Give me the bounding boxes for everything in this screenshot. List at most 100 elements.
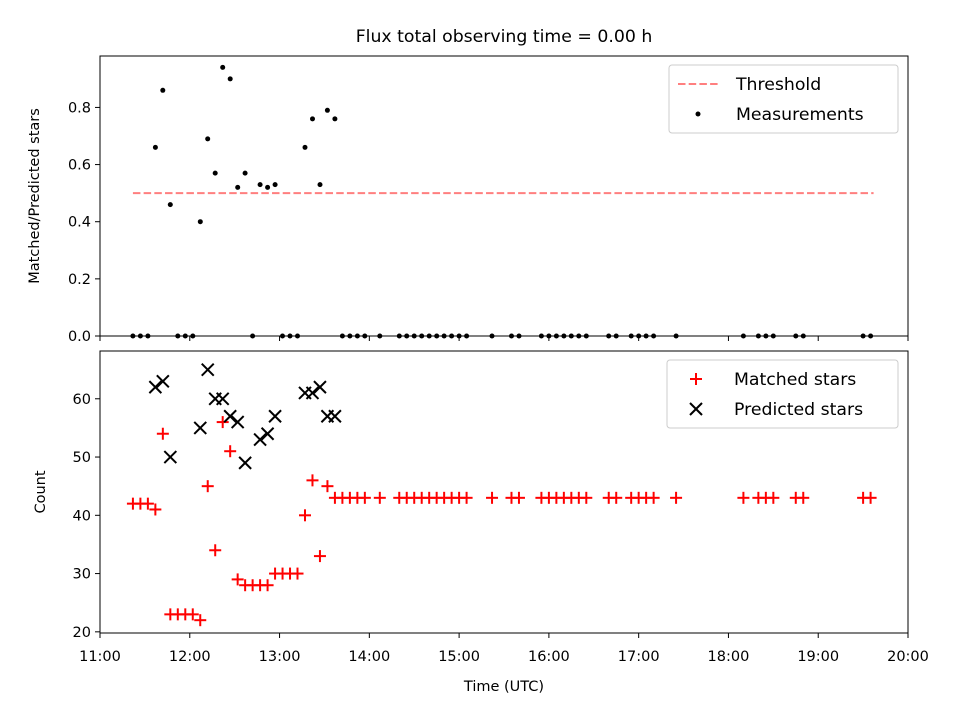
bottom-x-tick-label: 16:00 xyxy=(528,649,570,665)
predicted-star-point xyxy=(156,374,170,389)
bottom-y-tick-label: 30 xyxy=(73,567,91,583)
bottom-y-tick-label: 50 xyxy=(73,450,91,466)
top-y-tick-label: 0.2 xyxy=(68,272,91,288)
matched-star-point xyxy=(486,491,499,504)
bottom-y-ticks: 20 30 40 50 60 xyxy=(73,392,100,641)
measurement-point xyxy=(257,182,263,188)
matched-star-point xyxy=(460,491,473,504)
bottom-x-tick-label: 20:00 xyxy=(887,649,929,665)
bottom-y-tick-label: 60 xyxy=(73,392,91,408)
legend-predicted-label: Predicted stars xyxy=(734,400,863,420)
bottom-x-tick-label: 17:00 xyxy=(618,649,660,665)
bottom-x-tick-label: 19:00 xyxy=(797,649,839,665)
legend-measurements-swatch xyxy=(695,111,701,117)
predicted-star-point xyxy=(215,392,230,406)
bottom-legend-frame xyxy=(666,359,899,429)
bottom-x-tick-label: 11:00 xyxy=(79,649,121,665)
top-legend: Threshold Measurements xyxy=(668,64,899,134)
measurement-point xyxy=(242,170,248,176)
predicted-star-point xyxy=(313,380,327,394)
matched-star-point xyxy=(291,567,304,580)
matched-star-point xyxy=(313,550,326,563)
predicted-star-point xyxy=(148,380,163,394)
measurement-point xyxy=(324,107,330,113)
predicted-star-point xyxy=(223,409,237,423)
measurement-point xyxy=(227,76,233,82)
bottom-y-tick-label: 20 xyxy=(73,625,91,641)
predicted-star-point xyxy=(193,421,207,435)
measurement-point xyxy=(197,219,203,225)
matched-star-point xyxy=(358,491,371,504)
predicted-star-point xyxy=(305,386,320,400)
predicted-star-point xyxy=(253,432,267,447)
top-legend-frame xyxy=(668,64,899,134)
matched-star-point xyxy=(194,614,207,627)
legend-matched-label: Matched stars xyxy=(734,370,856,390)
x-axis-label: Time (UTC) xyxy=(463,679,544,695)
bottom-plot-area xyxy=(126,362,877,627)
matched-star-point xyxy=(321,480,334,493)
matched-star-point xyxy=(156,427,169,440)
top-y-tick-label: 0.0 xyxy=(68,329,91,345)
bottom-y-tick-label: 40 xyxy=(73,508,91,524)
bottom-legend: Matched stars Predicted stars xyxy=(666,359,899,429)
predicted-star-point xyxy=(260,427,275,441)
chart-title: Flux total observing time = 0.00 h xyxy=(356,27,653,47)
matched-star-point xyxy=(201,480,214,493)
top-y-tick-label: 0.4 xyxy=(68,215,91,231)
top-x-ticks xyxy=(99,336,909,341)
matched-star-point xyxy=(209,544,222,557)
measurement-point xyxy=(317,182,323,188)
predicted-star-point xyxy=(238,456,252,470)
legend-threshold-label: Threshold xyxy=(735,75,821,95)
bottom-x-tick-label: 13:00 xyxy=(259,649,301,665)
bottom-axes-frame xyxy=(99,350,909,634)
matched-star-point xyxy=(149,503,162,516)
measurement-point xyxy=(265,184,271,190)
bottom-y-axis-label: Count xyxy=(33,470,49,513)
legend-matched-swatch xyxy=(690,373,702,385)
matched-star-point xyxy=(186,608,199,621)
top-plot-area xyxy=(130,64,874,339)
matched-star-point xyxy=(373,491,386,504)
bottom-panel: 20 30 40 50 60 11:00 12:00 13:00 14:00 15:00 16:0… xyxy=(33,350,929,695)
matched-star-point xyxy=(141,497,154,510)
matched-star-point xyxy=(512,491,525,504)
matched-star-point xyxy=(306,474,319,487)
top-y-axis-label: Matched/Predicted stars xyxy=(27,108,43,284)
measurement-point xyxy=(235,184,241,190)
top-y-tick-label: 0.6 xyxy=(68,158,91,174)
bottom-x-tick-label: 15:00 xyxy=(438,649,480,665)
top-y-tick-label: 0.8 xyxy=(68,100,91,116)
matched-star-point xyxy=(224,445,237,458)
matched-star-point xyxy=(610,491,623,504)
predicted-star-point xyxy=(328,409,342,423)
legend-predicted-swatch xyxy=(689,402,703,416)
top-y-ticks: 0.0 0.2 0.4 0.6 0.8 xyxy=(68,100,100,345)
matched-star-point xyxy=(737,491,750,504)
matched-star-point xyxy=(261,579,274,592)
measurement-point xyxy=(220,64,226,70)
bottom-x-tick-label: 18:00 xyxy=(708,649,750,665)
bottom-x-tick-label: 14:00 xyxy=(348,649,390,665)
predicted-star-point xyxy=(201,362,215,377)
predicted-star-point xyxy=(163,450,178,464)
bottom-x-ticks: 11:00 12:00 13:00 14:00 15:00 16:00 17:00 18:00… xyxy=(79,633,929,665)
matched-star-point xyxy=(767,491,780,504)
measurement-point xyxy=(205,136,211,142)
bottom-x-tick-label: 12:00 xyxy=(169,649,211,665)
matched-star-point xyxy=(298,509,311,522)
top-panel: 0.00.20.40.60.8 Matched/Predicted stars … xyxy=(27,55,909,345)
measurement-point xyxy=(272,182,278,188)
measurement-point xyxy=(310,116,315,122)
matched-star-point xyxy=(647,491,660,504)
matched-star-point xyxy=(216,416,229,429)
measurement-point xyxy=(332,116,338,122)
matched-star-point xyxy=(231,573,244,586)
measurement-point xyxy=(167,202,173,208)
matched-star-point xyxy=(864,491,877,504)
predicted-star-point xyxy=(268,409,282,423)
predicted-star-point xyxy=(230,415,245,429)
measurement-point xyxy=(302,144,308,150)
